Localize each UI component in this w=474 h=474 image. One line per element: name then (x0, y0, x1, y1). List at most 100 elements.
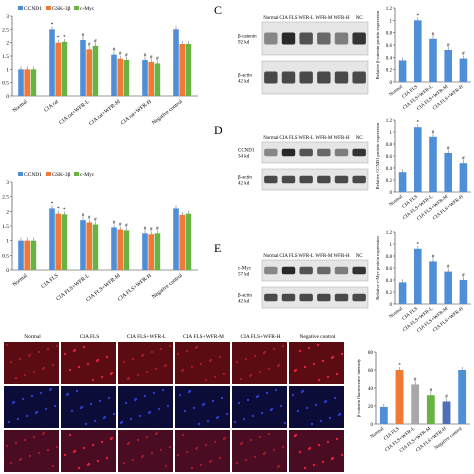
panel-c-lane-label: WFR-H (333, 16, 350, 21)
panel-e-ytick-label: 0.6 (386, 267, 393, 272)
panel-d-band (264, 175, 278, 184)
panel-f-cell-dot (84, 422, 88, 426)
panel-f-column-label: Normal (24, 334, 41, 340)
panel-a-bar (61, 41, 68, 96)
panel-d-protein-label: CCND1 (238, 149, 255, 154)
panel-a-bar (148, 61, 154, 96)
panel-f-cell-dot (267, 367, 271, 371)
panel-f-cell-dot (283, 421, 287, 425)
panel-f-cell-dot (44, 407, 48, 411)
panel-f-micrograph (175, 342, 230, 384)
panel-f-cell-dot (168, 344, 172, 348)
panel-c-ytick-label: 1 (390, 19, 393, 24)
panel-f-cell-dot (262, 351, 266, 355)
panel-b-legend-label: c-Myc (80, 172, 95, 178)
panel-f-micrograph (289, 386, 344, 428)
panel-c-band (334, 71, 349, 84)
panel-c-band (299, 71, 313, 84)
panel-b-category-label: Normal (12, 273, 29, 288)
panel-d-lane-label: NC (356, 136, 364, 141)
panel-d-bar (414, 127, 422, 192)
panel-f-cell-dot (291, 393, 295, 397)
panel-a-bar (18, 69, 24, 96)
panel-f-cell-dot (319, 419, 323, 423)
panel-f-cell-dot (303, 466, 307, 470)
panel-f-column-label: Negative control (299, 334, 336, 340)
panel-f-micrograph (118, 386, 173, 428)
panel-a-category-label: CIA rat+WFR-L (58, 98, 91, 126)
panel-c-band (352, 32, 366, 45)
panel-c-bar (414, 20, 422, 82)
panel-f-cell-dot (68, 368, 72, 372)
panel-f-cell-dot (37, 350, 41, 354)
panel-f-cell-dot (46, 448, 50, 452)
panel-f-cell-dot (11, 401, 15, 405)
panel-f-cell-dot (16, 417, 20, 421)
panel-f-cell-dot (53, 404, 57, 408)
panel-b-bar (24, 240, 30, 270)
panel-a-sig-mark: # (88, 43, 91, 48)
panel-c-ytick-label: 0.6 (386, 44, 393, 49)
panel-b-legend-label: CCND1 (24, 172, 42, 178)
panel-f-cell-dot (150, 350, 154, 354)
panel-f-cell-dot (293, 434, 297, 438)
panel-f-cell-dot (124, 401, 128, 405)
panel-f-cell-dot (235, 461, 239, 465)
panel-d-lane-label: WFR-H (333, 136, 350, 141)
panel-c-band (299, 32, 313, 45)
panel-f-fluorescence-grid: Normal CIA FLS CIA FLS+WFR-L CIA FLS+WFR-M C… (4, 334, 344, 472)
panel-e-ytick-label: 0.2 (386, 291, 393, 296)
panel-f-micrograph (61, 386, 116, 428)
panel-d-lane-label: Normal (263, 136, 279, 141)
panel-a-sig-mark: # (156, 57, 159, 62)
panel-f-cell-dot (32, 370, 36, 374)
panel-f-cell-dot (68, 433, 72, 437)
panel-b-sig-mark: # (94, 218, 97, 223)
panel-a-sig-mark: # (94, 39, 97, 44)
panel-e-sig-mark: * (417, 242, 420, 247)
panel-f-cell-dot (337, 413, 341, 417)
panel-f-cell-dot (201, 403, 205, 407)
panel-f-sig-mark: # (430, 389, 433, 394)
panel-c-ytick-label: 0 (390, 81, 393, 86)
panel-f-cell-dot (154, 432, 158, 436)
panel-a-bar (86, 49, 92, 96)
panel-d-sig-mark: # (462, 157, 465, 162)
panel-f-cell-dot (333, 396, 337, 400)
panel-f-micrograph (232, 342, 287, 384)
panel-a-ytick-label: 0 (6, 94, 9, 100)
panel-f-cell-dot (298, 450, 302, 454)
panel-f-cell-dot (75, 389, 79, 393)
panel-e-bar (429, 261, 437, 304)
panel-f-cell-dot (105, 456, 109, 460)
panel-f-cell-dot (107, 396, 111, 400)
panel-f-cell-dot (55, 344, 59, 348)
panel-d-bar (444, 153, 452, 192)
panel-a-sig-mark: * (51, 23, 54, 28)
panel-f-cell-dot (14, 441, 18, 445)
panel-c-band (317, 71, 331, 84)
panel-f-cell-dot (32, 435, 36, 439)
panel-e-blot-strip (261, 286, 369, 309)
panel-e-bar (444, 271, 452, 304)
panel-b-legend-swatch (18, 172, 23, 176)
panel-a-bar (173, 29, 179, 96)
panel-f-cell-dot (204, 378, 208, 382)
panel-f-micrograph (289, 430, 344, 472)
panel-c-chart: 0 0.2 0.4 0.6 0.8 1 1.2 Relative β-catenin prot… (375, 7, 471, 112)
panel-f-cell-dot (298, 349, 302, 353)
panel-f-cell-dot (79, 406, 83, 410)
panel-f-cell-dot (218, 456, 222, 460)
panel-f-cell-dot (326, 440, 330, 444)
panel-f-cell-dot (300, 390, 304, 394)
panel-a-ytick-label: 2 (6, 41, 9, 47)
panel-f-cell-dot (244, 357, 248, 361)
panel-e-band (264, 266, 278, 275)
panel-f-cell-dot (102, 416, 106, 420)
panel-a-bar (111, 54, 117, 96)
panel-e-sig-mark: # (432, 255, 435, 260)
panel-c-lane-label: CIA FLS (279, 16, 297, 21)
panel-d-chart: 0 0.2 0.4 0.6 0.8 1 1.2 Relative CCND1 protein … (375, 119, 471, 222)
panel-f-cell-dot (140, 354, 144, 358)
panel-f-micrograph (118, 430, 173, 472)
